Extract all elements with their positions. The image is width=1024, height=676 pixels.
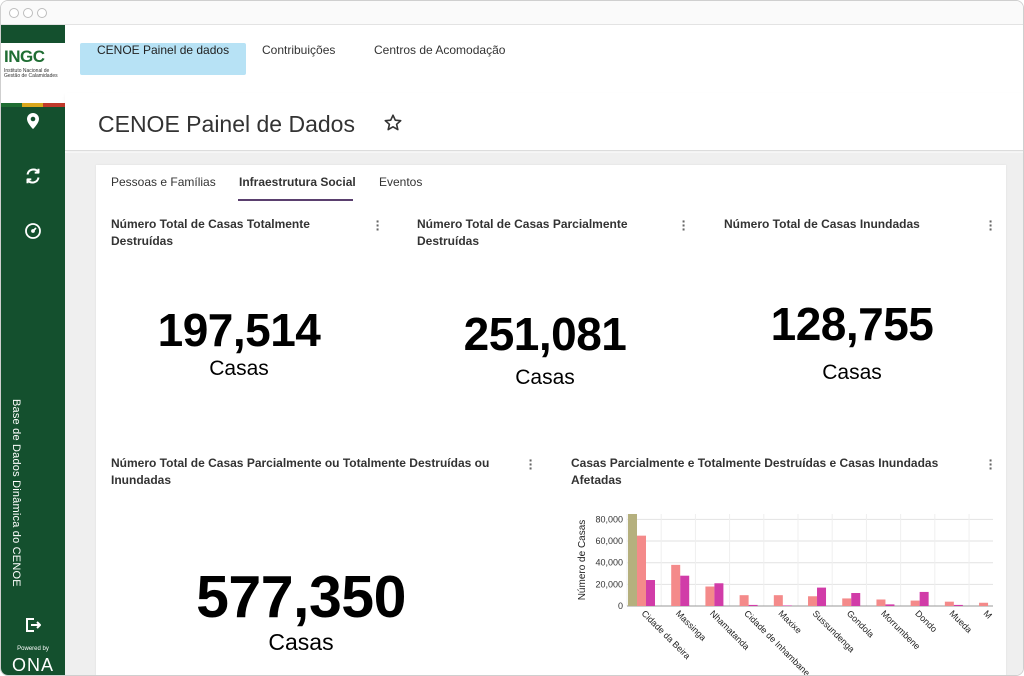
bar [646, 580, 655, 606]
refresh-icon[interactable] [23, 166, 43, 186]
subtab-pessoas-familias[interactable]: Pessoas e Famílias [111, 175, 216, 189]
y-tick-label: 20,000 [595, 579, 623, 589]
unit-parcialmente-destruidas: Casas [515, 366, 575, 389]
bar [851, 593, 861, 606]
top-navigation: CENOE Painel de dados Contribuições Cent… [65, 25, 1023, 93]
bar [910, 600, 920, 606]
bar [773, 595, 783, 606]
card-menu-kebab-icon[interactable]: · · · [988, 452, 994, 476]
x-tick-label: Maxixe [776, 608, 803, 635]
map-pin-icon[interactable] [23, 111, 43, 131]
value-inundadas: 128,755 [770, 298, 934, 350]
bar [808, 596, 818, 606]
unit-total-afetadas: Casas [268, 629, 334, 655]
page-header: CENOE Painel de Dados [65, 93, 1023, 151]
y-tick-label: 0 [618, 601, 623, 611]
card-menu-kebab-icon[interactable]: · · · [988, 213, 994, 237]
bar [876, 599, 886, 606]
unit-inundadas: Casas [822, 361, 882, 384]
bar [885, 604, 895, 606]
tab-cenoe-painel[interactable]: CENOE Painel de dados [80, 43, 247, 75]
bar [680, 575, 690, 606]
bar [671, 564, 681, 606]
chart-card-title: Casas Parcialmente e Totalmente Destruíd… [571, 456, 939, 487]
y-tick-label: 80,000 [595, 514, 623, 524]
minimize-window-button[interactable] [23, 8, 33, 18]
tab-centros-acomodacao[interactable]: Centros de Acomodação [374, 43, 506, 57]
bar [628, 514, 637, 606]
bar [953, 604, 963, 606]
x-tick-label: Mueda [947, 608, 974, 635]
bar-chart-casas: 0 20,000 40,000 60,000 80,000 Número de Casas… [577, 514, 994, 676]
unit-totalmente-destruidas: Casas [209, 357, 269, 380]
gauge-icon[interactable] [23, 221, 43, 241]
tab-contribuicoes[interactable]: Contribuições [262, 43, 336, 57]
logo-stripe [1, 103, 65, 107]
subtab-eventos[interactable]: Eventos [379, 175, 423, 189]
card-menu-kebab-icon[interactable]: · · · [528, 452, 534, 476]
y-tick-label: 40,000 [595, 558, 623, 568]
window-titlebar [1, 1, 1023, 25]
card-title-totalmente-destruidas: Número Total de Casas Totalmente Destruí… [111, 217, 310, 248]
value-parcialmente-destruidas: 251,081 [463, 308, 627, 360]
x-tick-label: Cidade de Inhambane [742, 608, 812, 676]
bar [919, 591, 929, 606]
sidebar: INGC Instituto Nacional de Gestão de Cal… [1, 25, 65, 675]
bar [714, 583, 724, 606]
bar [782, 605, 792, 606]
ingc-logo[interactable]: INGC Instituto Nacional de Gestão de Cal… [1, 43, 65, 107]
close-window-button[interactable] [9, 8, 19, 18]
x-tick-label: Massinga [674, 608, 708, 642]
card-title-inundadas: Número Total de Casas Inundadas [724, 217, 920, 231]
card-title-parcialmente-destruidas: Número Total de Casas Parcialmente Destr… [417, 217, 628, 248]
bar [739, 595, 749, 606]
page-title: CENOE Painel de Dados [98, 111, 355, 137]
x-tick-label: Gondola [845, 608, 876, 639]
bar [979, 602, 989, 606]
x-tick-label: Dondo [913, 608, 939, 634]
bar [705, 586, 715, 606]
bar [944, 601, 954, 606]
bar [748, 604, 758, 606]
card-title-total-afetadas: Número Total de Casas Parcialmente ou To… [111, 456, 490, 487]
x-tick-label: M [982, 608, 994, 620]
bar [637, 535, 646, 606]
maximize-window-button[interactable] [37, 8, 47, 18]
y-tick-label: 60,000 [595, 536, 623, 546]
subtab-infraestrutura-social[interactable]: Infraestrutura Social [239, 175, 356, 189]
logout-icon[interactable] [23, 615, 43, 635]
card-menu-kebab-icon[interactable]: · · · [681, 213, 687, 237]
value-total-afetadas: 577,350 [196, 564, 406, 630]
powered-by-label: Powered by [17, 646, 49, 652]
ona-logo[interactable]: ONA [11, 655, 54, 675]
sidebar-vertical-label: Base de Dados Dinâmica do CENOE [10, 399, 22, 587]
logo-subtitle: Instituto Nacional de Gestão de Calamida… [4, 68, 58, 79]
logo-text: INGC [4, 47, 45, 66]
card-menu-kebab-icon[interactable]: · · · [375, 213, 381, 237]
y-axis-label: Número de Casas [577, 520, 588, 601]
bar [842, 598, 852, 606]
value-totalmente-destruidas: 197,514 [157, 304, 321, 356]
bar [817, 587, 827, 606]
star-favorite-icon[interactable] [383, 113, 405, 135]
dashboard-panel: Pessoas e Famílias Infraestrutura Social… [96, 165, 1006, 675]
active-subtab-indicator [238, 199, 353, 201]
